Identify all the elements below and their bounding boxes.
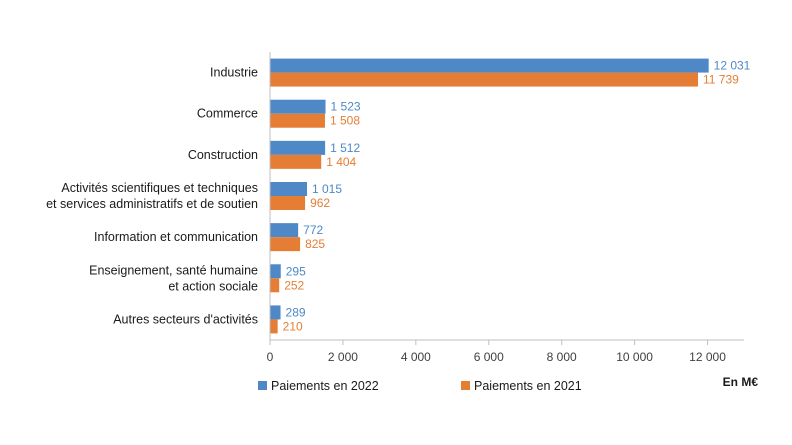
data-label-2021: 1 508 — [330, 114, 360, 128]
category-label-line: et services administratifs et de soutien — [46, 197, 258, 211]
x-tick-label: 2 000 — [328, 350, 358, 364]
bar-2022 — [270, 140, 326, 155]
bar-2022 — [270, 182, 308, 196]
bar-2021 — [270, 278, 280, 293]
data-label-2021: 210 — [283, 319, 303, 333]
bar-2022 — [270, 305, 281, 320]
category-label-line: Industrie — [210, 66, 258, 80]
bar-2022 — [270, 58, 709, 73]
bar-2021 — [270, 113, 325, 128]
data-label-2022: 12 031 — [714, 59, 751, 73]
data-label-2022: 1 523 — [331, 100, 361, 114]
unit-label: En M€ — [723, 375, 759, 389]
bars-layer — [270, 58, 709, 334]
data-label-2021: 825 — [305, 237, 325, 251]
data-label-2022: 772 — [303, 223, 323, 237]
category-label-line: et action sociale — [168, 279, 258, 293]
category-label: Industrie — [210, 66, 258, 80]
legend-swatch-2022 — [258, 381, 267, 390]
bar-2021 — [270, 154, 322, 169]
data-label-2021: 252 — [284, 278, 304, 292]
x-tick-label: 10 000 — [616, 350, 653, 364]
data-label-2022: 1 015 — [312, 182, 342, 196]
legend-label-2021: Paiements en 2021 — [474, 379, 582, 393]
data-label-2022: 289 — [286, 305, 306, 319]
bar-2021 — [270, 319, 278, 334]
data-label-2021: 1 404 — [326, 155, 356, 169]
category-label: Activités scientifiques et techniques et … — [46, 181, 258, 211]
category-label: Commerce — [197, 107, 258, 121]
category-label-line: Enseignement, santé humaine — [89, 263, 258, 277]
x-axis: 0 2 000 4 000 6 000 8 000 10 000 12 000 — [267, 52, 744, 364]
category-label-line: Construction — [188, 148, 258, 162]
bar-2021 — [270, 196, 306, 210]
legend-swatch-2021 — [461, 381, 470, 390]
bar-2021 — [270, 72, 699, 87]
category-label-line: Information et communication — [94, 230, 258, 244]
x-tick-label: 12 000 — [689, 350, 726, 364]
bar-2021 — [270, 237, 301, 252]
legend-label-2022: Paiements en 2022 — [271, 379, 379, 393]
category-label-line: Activités scientifiques et techniques — [61, 181, 258, 195]
category-label: Information et communication — [94, 230, 258, 244]
legend: Paiements en 2022 Paiements en 2021 — [258, 379, 582, 393]
category-label-line: Commerce — [197, 107, 258, 121]
category-label: Construction — [188, 148, 258, 162]
category-label-line: Autres secteurs d'activités — [113, 312, 258, 326]
x-tick-label: 6 000 — [474, 350, 504, 364]
data-label-2022: 1 512 — [330, 141, 360, 155]
bar-2022 — [270, 264, 281, 279]
data-label-2022: 295 — [286, 264, 306, 278]
category-label: Autres secteurs d'activités — [113, 312, 258, 326]
data-label-2021: 962 — [310, 196, 330, 210]
data-label-2021: 11 739 — [703, 73, 739, 87]
bar-2022 — [270, 223, 299, 238]
category-label: Enseignement, santé humaine et action soc… — [89, 263, 258, 293]
x-tick-label: 4 000 — [401, 350, 431, 364]
bar-2022 — [270, 99, 326, 114]
x-tick-label: 0 — [267, 350, 274, 364]
x-tick-label: 8 000 — [547, 350, 577, 364]
